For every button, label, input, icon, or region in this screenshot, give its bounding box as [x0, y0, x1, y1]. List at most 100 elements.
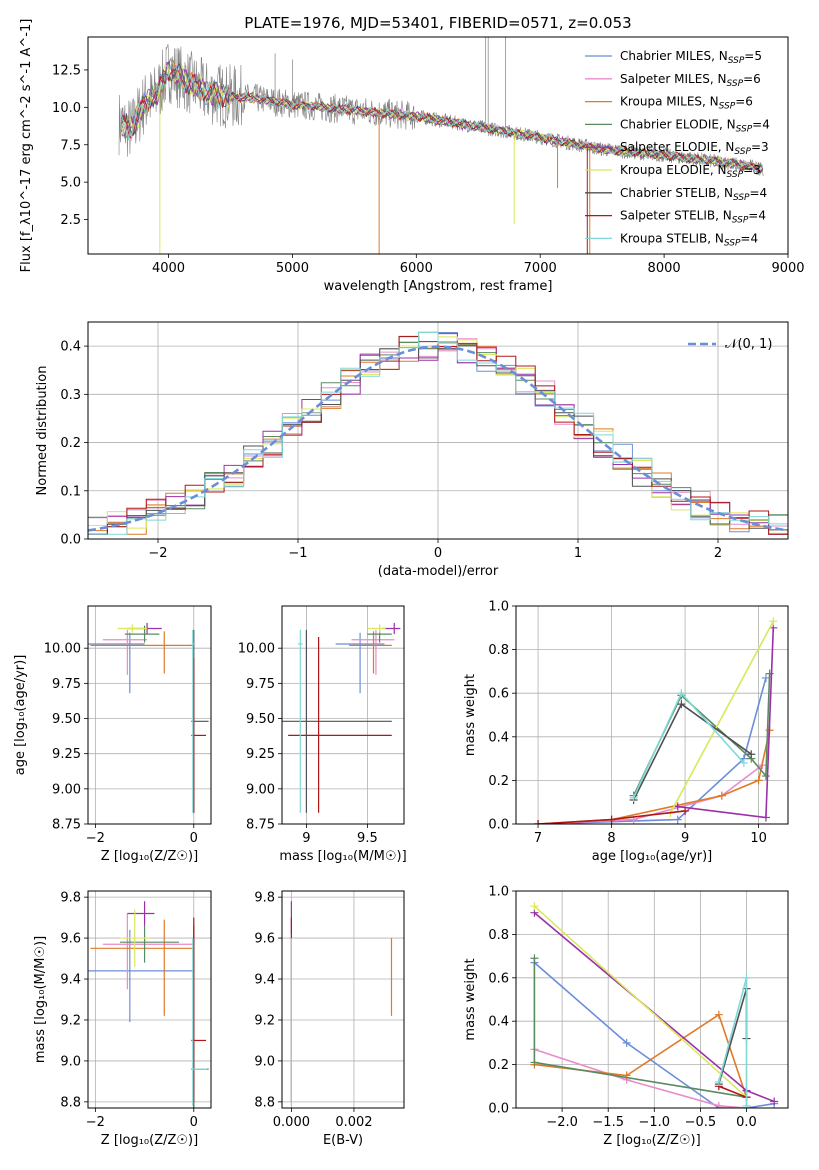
- y-tick-label: 1.0: [488, 885, 509, 900]
- x-axis-label: Z [log₁₀(Z/Z☉)]: [603, 1133, 700, 1148]
- x-tick-label: −1.0: [639, 1115, 671, 1130]
- y-tick-label: 9.25: [52, 747, 81, 762]
- y-axis-label: age [log₁₀(age/yr)]: [13, 655, 28, 776]
- y-tick-label: 9.00: [52, 782, 81, 797]
- legend: Chabrier MILES, NSSP=5 Salpeter MILES, NS…: [585, 49, 770, 248]
- histogram-series: [88, 331, 788, 535]
- x-tick-label: −2.0: [546, 1115, 578, 1130]
- y-tick-label: 0.0: [488, 818, 509, 833]
- legend-label: Chabrier ELODIE, NSSP=4: [620, 117, 770, 134]
- y-tick-label: 9.0: [60, 1054, 81, 1069]
- y-tick-label: 0.0: [488, 1102, 509, 1117]
- y-tick-label: 0.6: [488, 687, 509, 702]
- series-line: [533, 961, 775, 1108]
- age-vs-Z-errorbars: [88, 622, 209, 813]
- y-tick-label: 0.2: [488, 1058, 509, 1073]
- histogram-steps: [88, 331, 788, 535]
- plus-marker: [677, 700, 686, 709]
- plus-marker: [717, 791, 726, 800]
- y-tick-label: 0.8: [488, 928, 509, 943]
- y-axis-label: mass [log₁₀(M/M☉)]: [33, 936, 48, 1063]
- legend-label: 𝒩(0, 1): [725, 337, 772, 352]
- y-tick-label: 12.5: [52, 63, 81, 78]
- spectrum-lines: [118, 37, 764, 254]
- weight-vs-age-frame: [515, 605, 789, 825]
- y-tick-label: 9.50: [52, 712, 81, 727]
- mass-vs-Z-frame: [87, 890, 212, 1109]
- y-tick-label: 10.00: [44, 642, 81, 657]
- age-vs-mass-frame: [281, 605, 405, 825]
- y-tick-label: 5.0: [60, 176, 81, 191]
- y-tick-label: 8.75: [246, 818, 275, 833]
- x-tick-label: 0.002: [335, 1115, 372, 1130]
- y-axis-label: Flux [f_λ10^-17 erg cm^-2 s^-1 A^-1]: [19, 19, 34, 273]
- model-line: [121, 61, 764, 172]
- x-tick-label: 6000: [400, 261, 433, 276]
- y-tick-label: 9.25: [246, 747, 275, 762]
- plus-marker: [677, 689, 686, 698]
- x-axis-label: Z [log₁₀(Z/Z☉)]: [101, 1133, 198, 1148]
- x-tick-label: −2: [148, 546, 167, 561]
- plus-marker: [629, 793, 638, 802]
- age-vs-Z-frame: [87, 605, 212, 825]
- weight-vs-Z-frame: [515, 890, 789, 1109]
- y-axis-label: Normed distribution: [35, 366, 50, 496]
- plus-marker: [761, 813, 770, 822]
- x-tick-label: 9.5: [357, 831, 378, 846]
- mass-vs-Z-errorbars: [88, 901, 209, 1108]
- legend-label: Chabrier MILES, NSSP=5: [620, 49, 762, 66]
- plus-marker: [530, 954, 539, 963]
- x-tick-label: 10: [750, 831, 767, 846]
- x-tick-label: −2: [86, 1115, 105, 1130]
- x-tick-label: 9: [302, 831, 310, 846]
- x-tick-label: 4000: [152, 261, 185, 276]
- mass-vs-ebv-frame: [281, 890, 405, 1109]
- y-tick-label: 9.8: [254, 891, 275, 906]
- series-line: [632, 673, 771, 797]
- plus-marker: [742, 1101, 751, 1108]
- y-tick-label: 9.6: [254, 932, 275, 947]
- x-tick-label: 7000: [524, 261, 557, 276]
- y-tick-label: 0.8: [488, 643, 509, 658]
- plus-marker: [530, 1058, 539, 1067]
- y-tick-label: 9.00: [246, 782, 275, 797]
- series-line: [533, 958, 747, 1098]
- age-vs-mass-errorbars: [282, 622, 401, 813]
- y-tick-label: 2.5: [60, 213, 81, 228]
- legend-label: Kroupa MILES, NSSP=6: [620, 95, 753, 112]
- plus-marker: [714, 1077, 723, 1086]
- model-line: [121, 63, 763, 174]
- weight-vs-age-lines: [534, 617, 778, 824]
- legend-label: Salpeter MILES, NSSP=6: [620, 72, 761, 89]
- plus-marker: [714, 1101, 723, 1108]
- x-tick-label: −0.5: [685, 1115, 717, 1130]
- plus-marker: [673, 815, 682, 824]
- y-axis-label: mass weight: [463, 674, 478, 756]
- legend-label: Chabrier STELIB, NSSP=4: [620, 186, 767, 203]
- plus-marker: [622, 1038, 631, 1047]
- weight-vs-age-grid: [516, 605, 788, 825]
- y-tick-label: 0.0: [60, 533, 81, 548]
- x-axis-label: age [log₁₀(age/yr)]: [592, 849, 713, 864]
- legend-label: Salpeter STELIB, NSSP=4: [620, 209, 766, 226]
- x-tick-label: 0.0: [736, 1115, 757, 1130]
- chart-title: PLATE=1976, MJD=53401, FIBERID=0571, z=0…: [244, 14, 631, 32]
- mass-vs-ebv-grid: [282, 891, 404, 1108]
- legend-label: Salpeter ELODIE, NSSP=3: [620, 140, 769, 157]
- plus-marker: [739, 758, 748, 767]
- x-axis-label: wavelength [Angstrom, rest frame]: [324, 279, 553, 294]
- model-line: [121, 58, 763, 171]
- y-axis-label: mass weight: [463, 958, 478, 1040]
- y-tick-label: 9.4: [60, 973, 81, 988]
- plus-marker: [754, 776, 763, 785]
- y-tick-label: 10.00: [238, 642, 275, 657]
- plus-marker: [534, 820, 543, 824]
- x-axis-label: (data-model)/error: [378, 564, 499, 579]
- y-tick-label: 9.50: [246, 712, 275, 727]
- x-tick-label: −1.5: [592, 1115, 624, 1130]
- y-tick-label: 9.8: [60, 891, 81, 906]
- x-tick-label: 0: [190, 831, 198, 846]
- y-tick-label: 9.2: [60, 1013, 81, 1028]
- normal-curve: [88, 345, 788, 532]
